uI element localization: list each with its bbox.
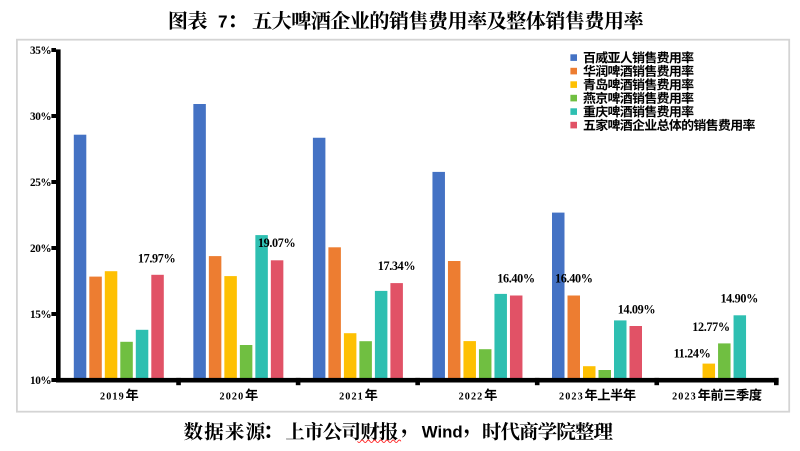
svg-text:2023: 2023: [559, 391, 584, 402]
svg-text:17.97%: 17.97%: [138, 251, 176, 265]
svg-text:16.40%: 16.40%: [555, 272, 593, 286]
svg-text:16.40%: 16.40%: [497, 271, 535, 285]
svg-text:17.34%: 17.34%: [378, 259, 416, 273]
svg-text:11.24%: 11.24%: [674, 346, 711, 360]
svg-text:2020: 2020: [220, 391, 245, 402]
svg-text:2022: 2022: [459, 391, 484, 402]
svg-text:2021: 2021: [339, 391, 364, 402]
svg-text:2023: 2023: [672, 391, 697, 402]
svg-text:10%: 10%: [30, 375, 51, 387]
svg-text:14.90%: 14.90%: [720, 292, 758, 306]
svg-text:2019: 2019: [100, 391, 125, 402]
svg-text:Wind: Wind: [422, 422, 463, 441]
svg-text:14.09%: 14.09%: [618, 302, 656, 316]
svg-text:15%: 15%: [30, 309, 51, 321]
svg-text:30%: 30%: [30, 111, 51, 123]
svg-text:25%: 25%: [30, 177, 51, 189]
svg-text:35%: 35%: [30, 45, 51, 57]
svg-text:7: 7: [218, 12, 228, 32]
svg-text:20%: 20%: [30, 243, 51, 255]
svg-text:19.07%: 19.07%: [258, 236, 296, 250]
svg-text:12.77%: 12.77%: [692, 320, 730, 334]
